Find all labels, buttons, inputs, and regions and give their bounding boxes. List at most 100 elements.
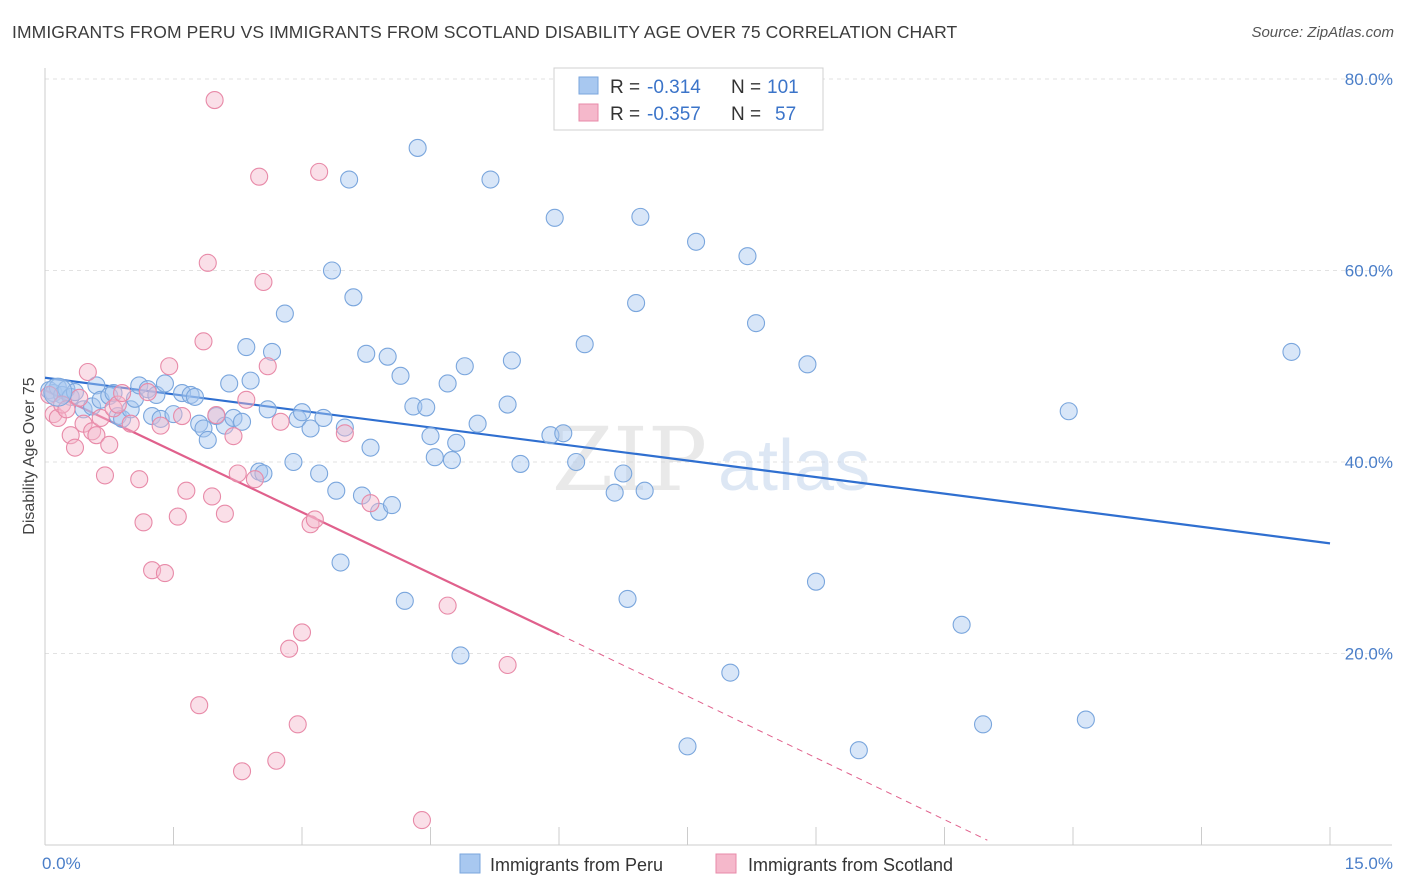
point-scotland [100, 435, 119, 454]
point-scotland [155, 564, 174, 583]
data-points [40, 91, 1301, 830]
point-scotland [335, 424, 354, 443]
point-peru [284, 452, 303, 472]
point-peru [687, 232, 706, 251]
point-scotland [91, 408, 110, 428]
point-scotland [203, 487, 222, 506]
point-peru [344, 288, 363, 307]
point-scotland [121, 414, 140, 433]
point-scotland [254, 272, 273, 292]
point-peru [87, 376, 106, 395]
bottom-legend-swatch-peru [459, 853, 481, 874]
point-scotland [438, 596, 457, 615]
point-peru [498, 395, 517, 414]
legend-r-label-scotland: R = [610, 104, 640, 125]
point-scotland [292, 623, 312, 642]
legend-r-value-scotland: -0.357 [647, 104, 701, 125]
point-peru [451, 646, 470, 665]
point-scotland [177, 481, 196, 500]
point-scotland [288, 715, 307, 734]
point-peru [746, 314, 766, 333]
y-tick-label: 20.0% [1345, 645, 1393, 664]
legend-r-value-peru: -0.314 [647, 77, 701, 98]
point-peru [1076, 710, 1095, 729]
correlation-legend: R = -0.314 N = 101 R = -0.357 N = 57 [553, 67, 824, 131]
trendline-scotland [44, 389, 560, 636]
point-scotland [205, 91, 224, 110]
point-peru [275, 304, 294, 323]
point-scotland [498, 655, 517, 675]
point-peru [678, 737, 697, 756]
point-peru [331, 553, 350, 572]
point-peru [738, 247, 757, 266]
point-peru [335, 418, 354, 437]
chart-title: IMMIGRANTS FROM PERU VS IMMIGRANTS FROM … [12, 22, 958, 42]
point-scotland [361, 494, 380, 513]
point-peru [322, 261, 342, 280]
point-peru [292, 403, 312, 422]
point-peru [545, 208, 564, 227]
point-scotland [245, 470, 264, 489]
point-peru [1282, 342, 1301, 361]
point-scotland [194, 332, 213, 351]
point-peru [258, 400, 277, 419]
point-peru [618, 589, 637, 608]
point-scotland [280, 639, 299, 658]
point-peru [849, 741, 868, 760]
point-peru [194, 419, 213, 438]
point-peru [314, 408, 333, 428]
point-scotland [224, 427, 243, 446]
point-peru [185, 387, 204, 406]
legend-n-label-peru: N = [731, 77, 761, 98]
point-scotland [198, 253, 217, 272]
point-peru [481, 170, 500, 189]
point-peru [442, 451, 461, 470]
point-peru [421, 427, 440, 446]
point-peru [438, 374, 457, 393]
point-peru [391, 366, 410, 385]
point-scotland [267, 751, 286, 770]
point-scotland [70, 388, 89, 407]
point-peru [468, 414, 487, 433]
point-scotland [215, 504, 234, 523]
y-tick-label: 40.0% [1345, 453, 1393, 472]
source-label: Source: ZipAtlas.com [1251, 24, 1394, 41]
point-peru [262, 342, 282, 361]
point-peru-large [43, 377, 73, 407]
point-peru [408, 138, 427, 157]
point-scotland [173, 406, 192, 426]
point-peru [425, 448, 444, 467]
point-peru [455, 357, 474, 376]
point-peru [952, 615, 971, 634]
point-peru [220, 374, 239, 393]
y-tick-label: 80.0% [1345, 70, 1393, 89]
point-peru [361, 438, 380, 457]
point-peru [627, 294, 646, 313]
legend-n-label-scotland: N = [731, 104, 761, 125]
point-peru [1059, 402, 1078, 421]
legend-box [553, 67, 824, 131]
x-tick-label-max: 15.0% [1345, 854, 1393, 873]
y-tick-label: 60.0% [1345, 262, 1393, 281]
point-peru [327, 481, 346, 500]
point-peru [511, 454, 530, 473]
legend-swatch-scotland [578, 103, 599, 122]
point-peru [417, 398, 436, 417]
axes: 0.0% 15.0% [42, 68, 1393, 873]
point-peru [301, 419, 320, 438]
point-scotland [271, 412, 290, 431]
point-scotland [258, 357, 277, 376]
point-peru [340, 170, 359, 189]
legend-n-value-scotland: 57 [775, 104, 796, 125]
y-axis-title: Disability Age Over 75 [21, 377, 38, 535]
bottom-legend-swatch-scotland [715, 853, 737, 874]
point-peru [721, 663, 740, 682]
point-scotland [168, 507, 187, 526]
point-scotland [237, 390, 256, 409]
point-scotland [250, 167, 269, 186]
point-peru [567, 452, 586, 472]
watermark: ZIP atlas [552, 408, 870, 511]
bottom-legend-label-scotland: Immigrants from Scotland [748, 855, 953, 875]
point-peru [382, 496, 402, 515]
point-peru [378, 347, 397, 366]
